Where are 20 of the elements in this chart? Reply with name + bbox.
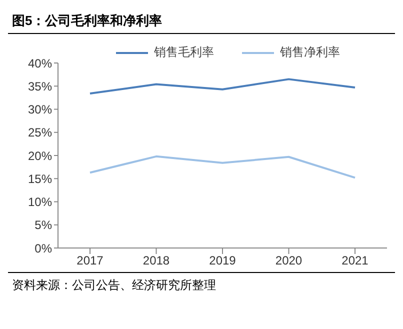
y-tick-label: 40% bbox=[28, 56, 52, 70]
legend-label: 销售毛利率 bbox=[154, 44, 214, 61]
y-tick-label: 5% bbox=[34, 218, 52, 232]
y-tick-label: 25% bbox=[28, 126, 52, 140]
x-tick-label: 2017 bbox=[76, 254, 104, 268]
x-tick-label: 2018 bbox=[142, 254, 170, 268]
y-tick-label: 15% bbox=[28, 172, 52, 186]
x-tick-label: 2021 bbox=[342, 254, 369, 268]
x-tick-label: 2019 bbox=[209, 254, 236, 268]
y-tick-label: 10% bbox=[28, 195, 52, 210]
line-series bbox=[89, 155, 356, 179]
line-series bbox=[89, 78, 356, 95]
legend-label: 销售净利率 bbox=[280, 44, 340, 61]
chart-title: 图5：公司毛利率和净利率 bbox=[8, 8, 395, 34]
y-tick-label: 20% bbox=[28, 148, 52, 163]
y-tick-label: 0% bbox=[34, 241, 52, 256]
text: 资料来源：公司公告、经济研究所整理 bbox=[12, 277, 217, 294]
y-tick-label: 35% bbox=[28, 79, 52, 94]
y-tick-label: 30% bbox=[28, 102, 52, 117]
x-tick-label: 2020 bbox=[275, 254, 302, 268]
